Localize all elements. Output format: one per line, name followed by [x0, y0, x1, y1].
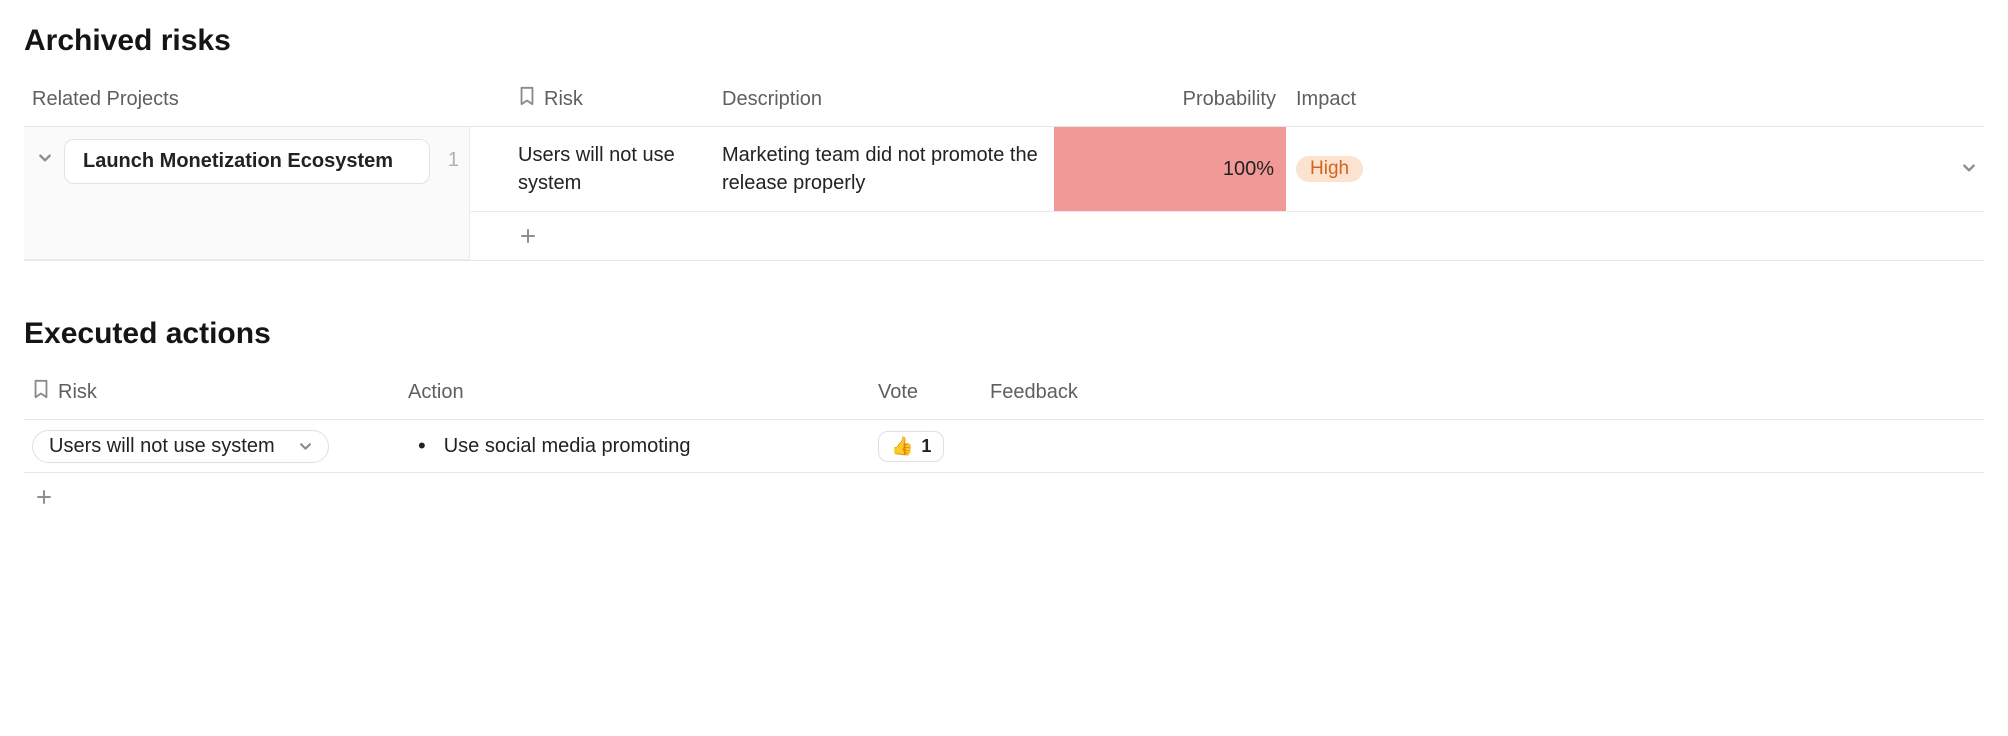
risk-select[interactable]: Users will not use system — [32, 430, 329, 463]
vote-count: 1 — [921, 436, 931, 457]
col-header-impact-label: Impact — [1296, 88, 1356, 111]
col-header-probability-label: Probability — [1183, 88, 1276, 111]
table-row[interactable]: Users will not use system Marketing team… — [470, 127, 1984, 211]
chevron-down-icon — [299, 440, 312, 453]
col-header-action[interactable]: Action — [400, 381, 870, 404]
cell-probability[interactable]: 100% — [1054, 127, 1286, 211]
impact-badge: High — [1296, 156, 1363, 182]
col-header-projects[interactable]: Related Projects — [24, 88, 484, 111]
col-header-action-label: Action — [408, 381, 464, 404]
archived-risks-heading: Archived risks — [24, 24, 1984, 58]
project-name: Launch Monetization Ecosystem — [83, 150, 393, 172]
col-header-risk[interactable]: Risk — [484, 86, 714, 112]
archived-risks-table-header: Related Projects Risk Description Probab… — [24, 86, 1984, 126]
cell-action[interactable]: • Use social media promoting — [400, 435, 870, 458]
executed-actions-table: Risk Action Vote Feedback Users will not… — [24, 379, 1984, 507]
table-row[interactable]: Users will not use system • Use social m… — [24, 419, 1984, 473]
vote-chip[interactable]: 👍 1 — [878, 431, 944, 462]
col-header-feedback[interactable]: Feedback — [982, 381, 1984, 404]
col-header-impact[interactable]: Impact — [1286, 88, 1984, 111]
archived-rows-area: Users will not use system Marketing team… — [470, 127, 1984, 260]
plus-icon — [34, 487, 54, 507]
archived-risks-body: Launch Monetization Ecosystem 1 Users wi… — [24, 126, 1984, 261]
expand-row-icon[interactable] — [1962, 158, 1984, 181]
cell-vote: 👍 1 — [870, 431, 982, 462]
col-header-risk-2[interactable]: Risk — [24, 379, 400, 405]
executed-actions-header: Risk Action Vote Feedback — [24, 379, 1984, 419]
project-pill[interactable]: Launch Monetization Ecosystem — [64, 139, 430, 184]
plus-icon — [518, 226, 538, 246]
cell-risk-select: Users will not use system — [24, 430, 400, 463]
cell-description-text: Marketing team did not promote the relea… — [722, 141, 1046, 197]
bullet-icon: • — [408, 435, 430, 457]
cell-impact[interactable]: High — [1286, 127, 1984, 211]
col-header-projects-label: Related Projects — [32, 88, 179, 111]
thumbs-up-icon: 👍 — [891, 436, 913, 457]
bookmark-icon — [518, 86, 536, 112]
col-header-description[interactable]: Description — [714, 88, 1054, 111]
cell-risk-text: Users will not use system — [518, 141, 706, 197]
project-group-cell: Launch Monetization Ecosystem 1 — [24, 127, 470, 260]
add-executed-action-row[interactable] — [24, 473, 1984, 507]
col-header-risk-label: Risk — [544, 88, 583, 111]
col-header-vote[interactable]: Vote — [870, 381, 982, 404]
executed-actions-heading: Executed actions — [24, 317, 1984, 351]
cell-action-text: Use social media promoting — [444, 435, 691, 458]
add-archived-risk-row[interactable] — [470, 211, 1984, 260]
col-header-feedback-label: Feedback — [990, 381, 1078, 404]
col-header-description-label: Description — [722, 88, 822, 111]
cell-probability-text: 100% — [1223, 158, 1274, 181]
chevron-down-icon[interactable] — [34, 147, 56, 169]
col-header-risk-2-label: Risk — [58, 381, 97, 404]
risk-select-label: Users will not use system — [49, 435, 275, 458]
cell-description[interactable]: Marketing team did not promote the relea… — [714, 127, 1054, 211]
archived-risks-table: Related Projects Risk Description Probab… — [24, 86, 1984, 261]
cell-risk[interactable]: Users will not use system — [470, 127, 714, 211]
col-header-vote-label: Vote — [878, 381, 918, 404]
group-count: 1 — [448, 149, 459, 172]
bookmark-icon — [32, 379, 50, 405]
col-header-probability[interactable]: Probability — [1054, 88, 1286, 111]
